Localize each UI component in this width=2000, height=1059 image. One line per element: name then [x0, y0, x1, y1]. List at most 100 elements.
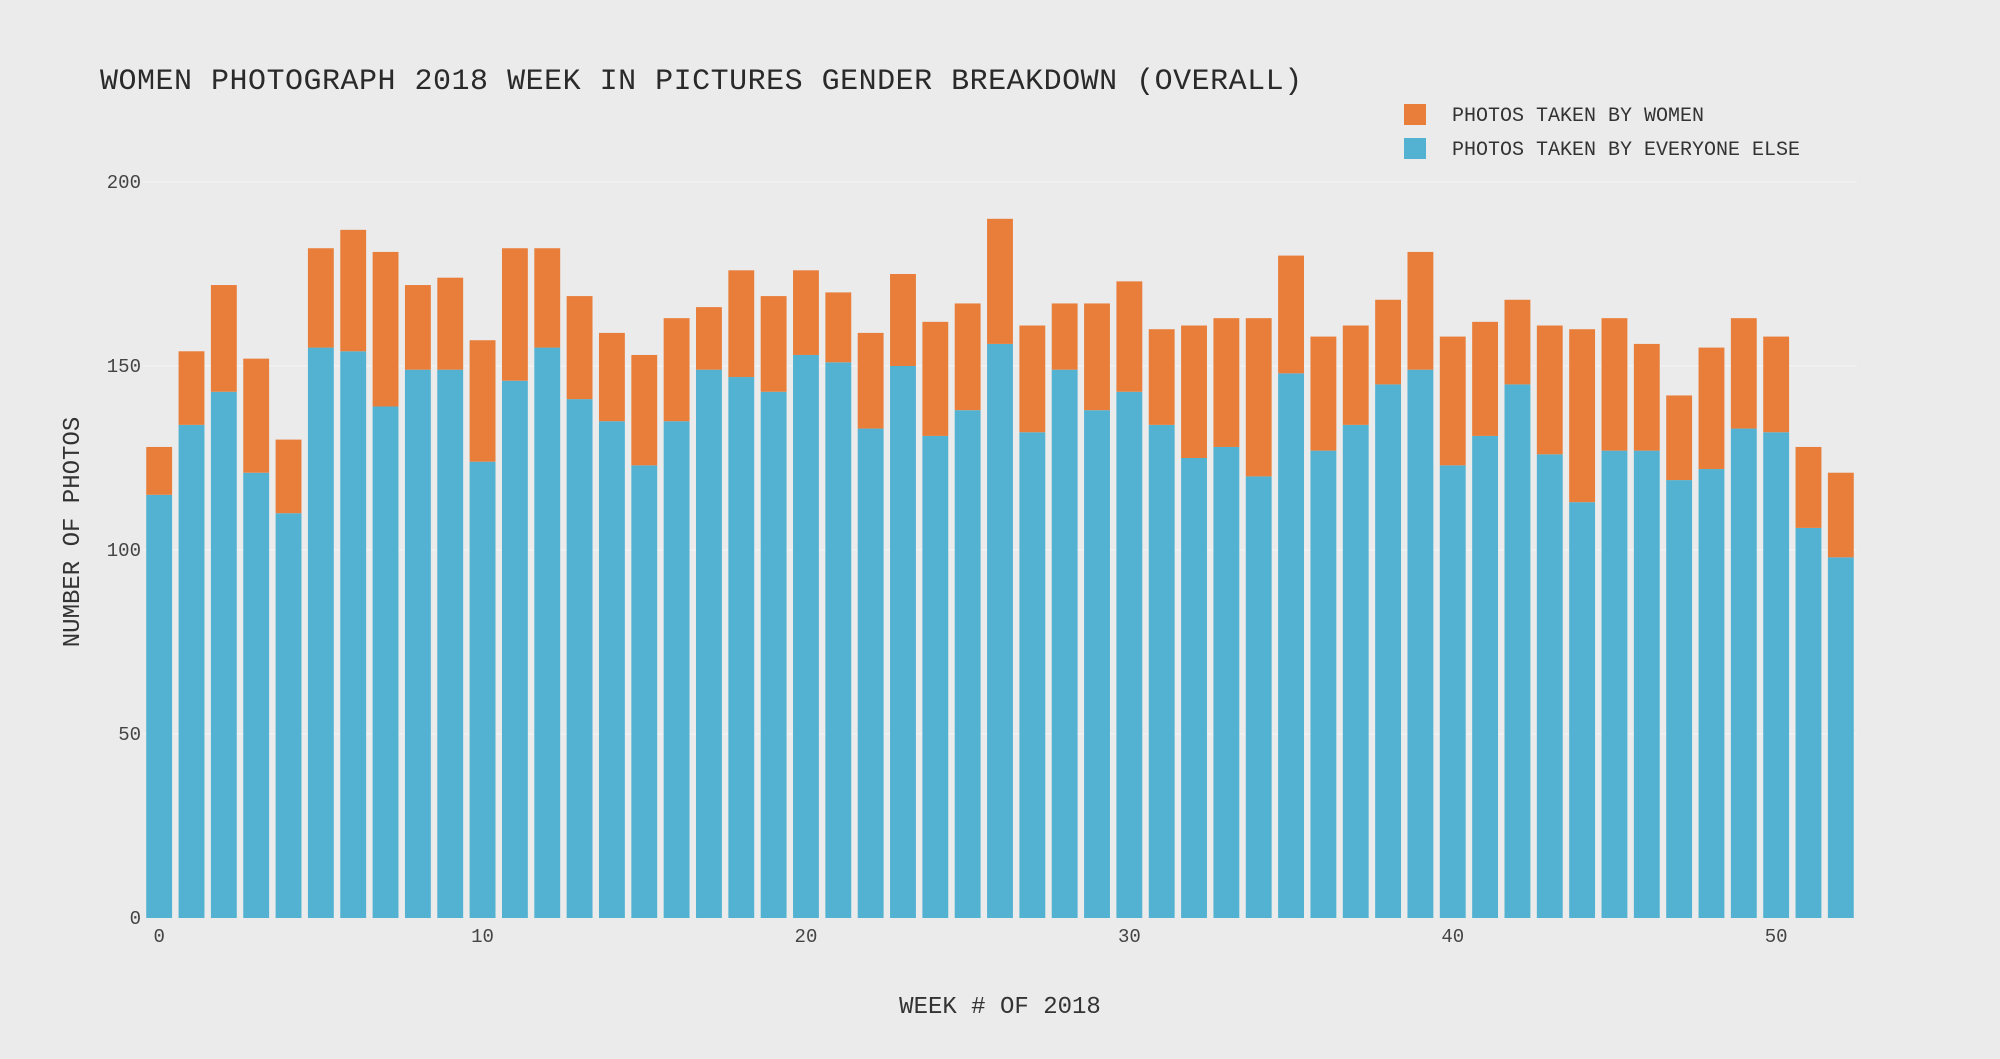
y-tick-label: 200: [107, 172, 141, 194]
x-tick-label: 50: [1765, 926, 1788, 948]
bar-photos-taken-by-women: [1730, 318, 1757, 429]
bar-photos-taken-by-women: [1827, 472, 1854, 558]
bar-photos-taken-by-women: [631, 354, 658, 466]
bar-photos-taken-by-everyone-else: [825, 362, 852, 918]
bar-photos-taken-by-women: [1439, 336, 1466, 466]
bar-photos-taken-by-everyone-else: [987, 343, 1013, 918]
bar-photos-taken-by-everyone-else: [404, 369, 431, 918]
bar-photos-taken-by-everyone-else: [178, 424, 205, 918]
legend-swatch: [1404, 138, 1426, 159]
bar-photos-taken-by-everyone-else: [1536, 454, 1563, 918]
chart-title: WOMEN PHOTOGRAPH 2018 WEEK IN PICTURES G…: [100, 65, 1303, 99]
bar-photos-taken-by-women: [1245, 318, 1272, 477]
bar-photos-taken-by-women: [696, 307, 722, 370]
bar-photos-taken-by-everyone-else: [1084, 410, 1110, 918]
bar-photos-taken-by-everyone-else: [1730, 428, 1757, 918]
x-axis-title: WEEK # OF 2018: [899, 994, 1101, 1021]
bar-photos-taken-by-women: [1504, 299, 1531, 385]
bar-photos-taken-by-women: [1342, 325, 1369, 425]
bar-photos-taken-by-everyone-else: [1181, 458, 1207, 918]
bar-photos-taken-by-women: [1763, 336, 1790, 433]
bar-photos-taken-by-everyone-else: [372, 406, 399, 918]
bar-photos-taken-by-women: [534, 248, 561, 348]
bar-photos-taken-by-everyone-else: [243, 472, 270, 918]
bar-photos-taken-by-everyone-else: [501, 380, 528, 919]
bar-photos-taken-by-everyone-else: [1666, 480, 1693, 918]
bar-photos-taken-by-women: [987, 218, 1013, 344]
bar-photos-taken-by-everyone-else: [728, 377, 755, 918]
bar-photos-taken-by-women: [437, 277, 464, 370]
bar-photos-taken-by-women: [728, 270, 755, 378]
bar-photos-taken-by-women: [1310, 336, 1337, 451]
bar-photos-taken-by-women: [954, 303, 981, 411]
bar-photos-taken-by-everyone-else: [1116, 391, 1143, 918]
bar-photos-taken-by-women: [1116, 281, 1143, 392]
bar-photos-taken-by-everyone-else: [1504, 384, 1531, 918]
bar-photos-taken-by-everyone-else: [922, 435, 949, 918]
bar-photos-taken-by-women: [663, 318, 690, 422]
bar-photos-taken-by-everyone-else: [760, 391, 787, 918]
bar-photos-taken-by-everyone-else: [1633, 450, 1660, 918]
bar-photos-taken-by-women: [501, 248, 528, 381]
bar-photos-taken-by-everyone-else: [146, 494, 173, 918]
bar-photos-taken-by-everyone-else: [210, 391, 237, 918]
bar-photos-taken-by-women: [1536, 325, 1563, 455]
y-tick-label: 150: [107, 356, 141, 378]
bar-photos-taken-by-women: [210, 285, 237, 392]
bar-photos-taken-by-women: [922, 321, 949, 436]
bar-photos-taken-by-women: [1569, 329, 1596, 503]
bar-photos-taken-by-everyone-else: [1827, 557, 1854, 918]
x-tick-label: 40: [1441, 926, 1464, 948]
bar-photos-taken-by-women: [1181, 325, 1207, 458]
bar-photos-taken-by-women: [1407, 251, 1434, 370]
bar-photos-taken-by-women: [243, 358, 270, 473]
bar-photos-taken-by-everyone-else: [1051, 369, 1078, 918]
bar-photos-taken-by-everyone-else: [631, 465, 658, 918]
bar-photos-taken-by-women: [275, 439, 302, 514]
bar-photos-taken-by-everyone-else: [1148, 424, 1175, 918]
bar-photos-taken-by-women: [1213, 318, 1240, 447]
bar-photos-taken-by-women: [307, 248, 334, 348]
bar-photos-taken-by-women: [1633, 343, 1660, 451]
bar-photos-taken-by-women: [1601, 318, 1628, 451]
bar-photos-taken-by-everyone-else: [1472, 435, 1499, 918]
bars: [146, 218, 1854, 919]
bar-photos-taken-by-everyone-else: [1245, 476, 1272, 918]
y-tick-label: 0: [130, 908, 141, 930]
bar-photos-taken-by-women: [1148, 329, 1175, 425]
x-tick-label: 0: [153, 926, 164, 948]
x-tick-label: 10: [471, 926, 494, 948]
bar-photos-taken-by-everyone-else: [1310, 450, 1337, 918]
bar-photos-taken-by-women: [178, 351, 205, 425]
bar-photos-taken-by-women: [760, 296, 787, 392]
bar-photos-taken-by-everyone-else: [1439, 465, 1466, 918]
bar-photos-taken-by-women: [340, 229, 367, 352]
bar-photos-taken-by-everyone-else: [1278, 373, 1304, 918]
y-tick-label: 100: [107, 540, 141, 562]
bar-photos-taken-by-everyone-else: [340, 351, 367, 918]
bar-photos-taken-by-everyone-else: [793, 354, 819, 919]
bar-photos-taken-by-everyone-else: [1213, 446, 1240, 918]
bar-photos-taken-by-women: [1472, 321, 1499, 436]
bar-photos-taken-by-everyone-else: [1375, 384, 1402, 918]
bar-photos-taken-by-women: [404, 285, 431, 370]
bar-photos-taken-by-everyone-else: [534, 347, 561, 919]
legend-label: PHOTOS TAKEN BY EVERYONE ELSE: [1452, 139, 1800, 162]
bar-photos-taken-by-everyone-else: [566, 399, 593, 918]
bar-photos-taken-by-women: [598, 332, 625, 422]
bar-photos-taken-by-women: [1375, 299, 1402, 385]
bar-photos-taken-by-everyone-else: [1698, 469, 1725, 918]
bar-photos-taken-by-everyone-else: [307, 347, 334, 919]
bar-photos-taken-by-women: [1666, 395, 1693, 481]
bar-photos-taken-by-women: [1795, 446, 1822, 528]
legend-label: PHOTOS TAKEN BY WOMEN: [1452, 105, 1704, 128]
bar-photos-taken-by-everyone-else: [696, 369, 722, 918]
bar-photos-taken-by-everyone-else: [1763, 432, 1790, 918]
bar-photos-taken-by-everyone-else: [1601, 450, 1628, 918]
x-tick-label: 30: [1118, 926, 1141, 948]
bar-photos-taken-by-women: [566, 296, 593, 400]
bar-photos-taken-by-everyone-else: [1795, 527, 1822, 918]
y-tick-label: 50: [118, 724, 141, 746]
x-tick-label: 20: [795, 926, 818, 948]
bar-photos-taken-by-women: [469, 340, 496, 462]
